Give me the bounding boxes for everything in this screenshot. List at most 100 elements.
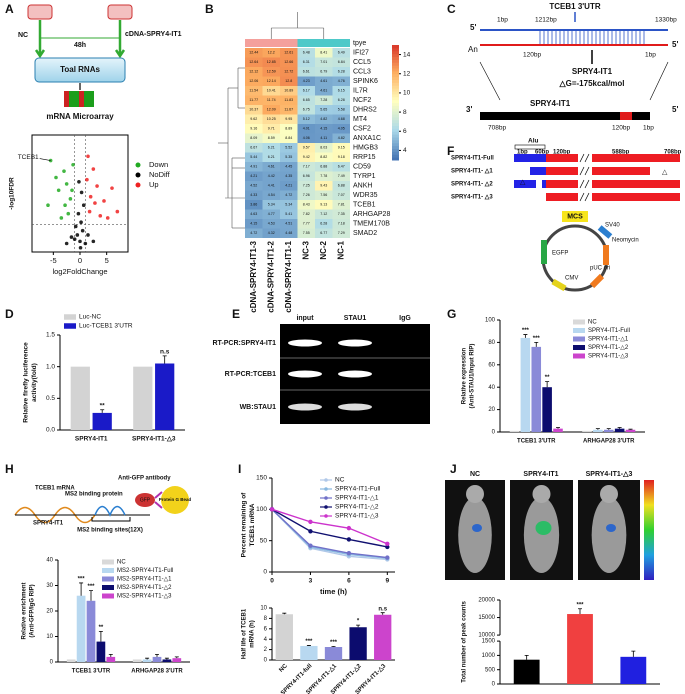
colorbar-label: 6 xyxy=(403,128,407,135)
bar xyxy=(162,659,172,662)
legend-label: SPRY4-IT1-Full xyxy=(335,486,381,493)
row-label: TCEB1 xyxy=(353,202,376,209)
cell-label: 4.52 xyxy=(250,184,257,188)
colorbar xyxy=(392,53,399,57)
microarray xyxy=(79,95,84,99)
bar xyxy=(513,659,540,684)
legend-label: NC xyxy=(335,477,345,484)
mouse xyxy=(532,485,551,503)
heatmap-cell xyxy=(297,228,315,238)
point xyxy=(79,190,84,195)
label: MS2 binding sites(12X) xyxy=(77,528,143,534)
break xyxy=(579,192,590,202)
cell-label: 6.88 xyxy=(320,165,327,169)
cell-label: 9.42 xyxy=(303,155,310,159)
y-tick-label: 50 xyxy=(260,537,268,544)
heatmap-cell xyxy=(315,48,333,58)
row-label: TMEM170B xyxy=(353,221,390,228)
colorbar xyxy=(392,47,399,52)
heatmap-cell xyxy=(297,209,315,219)
label: input xyxy=(296,315,314,322)
label: 588bp xyxy=(612,150,630,156)
bar xyxy=(86,600,96,662)
heatmap-cell xyxy=(245,228,263,238)
colorbar xyxy=(392,154,399,158)
point xyxy=(346,537,352,542)
heatmap-cell xyxy=(315,228,333,238)
microarray xyxy=(89,91,94,95)
heatmap-cell xyxy=(297,114,315,124)
label: MS2 binding protein xyxy=(65,492,123,498)
legend-label: SPRY4-IT1-△3 xyxy=(335,513,379,520)
cell-label: 7.55 xyxy=(303,231,310,235)
microarray xyxy=(79,103,84,107)
heatmap-cell xyxy=(245,86,263,96)
cell-label: 12.44 xyxy=(249,51,258,55)
bar xyxy=(92,412,112,430)
legend-label: Up xyxy=(149,180,159,189)
heatmap-cell xyxy=(315,171,333,181)
heatmap-cell xyxy=(262,152,280,162)
cell-label: 4.06 xyxy=(303,136,310,140)
heatmap-cell xyxy=(332,228,350,238)
point xyxy=(86,233,90,237)
group-label: tpye xyxy=(353,40,366,47)
y-tick-label: 0 xyxy=(492,682,496,688)
legend-swatch xyxy=(324,487,328,491)
heatmap-cell xyxy=(262,57,280,67)
decor-line xyxy=(39,158,51,161)
point xyxy=(78,245,83,250)
error-bar xyxy=(556,427,560,429)
label: mRNA Microarray xyxy=(46,112,114,121)
label: SPRY4-IT1- △3 xyxy=(451,194,493,201)
heatmap-cell xyxy=(315,67,333,77)
legend-swatch xyxy=(573,328,585,333)
label: Neomycin xyxy=(612,238,639,244)
cell-label: 7.25 xyxy=(303,184,310,188)
heatmap-cell xyxy=(262,171,280,181)
heatmap-cell xyxy=(280,162,298,172)
microarray xyxy=(69,103,74,107)
significance-label: ** xyxy=(99,625,104,631)
legend-label: NC xyxy=(117,560,126,566)
bar xyxy=(620,656,647,684)
y-tick-label: 40 xyxy=(488,385,495,391)
label: 1330bp xyxy=(655,17,677,24)
decor-shape xyxy=(592,193,680,201)
heatmap-cell xyxy=(262,76,280,86)
colorbar xyxy=(392,76,399,80)
error-bar xyxy=(89,590,93,601)
error-bar xyxy=(306,645,311,646)
label: GFP xyxy=(140,497,151,503)
x-tick-label: 0 xyxy=(270,578,274,585)
label: 708bp xyxy=(488,125,506,132)
decor-shape xyxy=(551,278,567,292)
row-label: CCL5 xyxy=(353,59,371,66)
group-bar xyxy=(315,39,333,47)
heatmap-cell xyxy=(280,124,298,134)
panel-label: D xyxy=(5,307,14,321)
error-bar xyxy=(617,427,622,429)
microarray xyxy=(74,95,79,99)
bar xyxy=(70,366,90,430)
point xyxy=(64,241,69,246)
cell-label: 6.31 xyxy=(303,60,310,64)
row-label: ANXA1C xyxy=(353,135,381,142)
point xyxy=(91,239,96,244)
heatmap-cell xyxy=(245,152,263,162)
cell-label: 11.54 xyxy=(249,89,258,93)
heatmap-cell xyxy=(280,219,298,229)
y-tick-label: 2 xyxy=(264,647,268,653)
heatmap-cell xyxy=(245,76,263,86)
legend-swatch xyxy=(324,478,328,482)
legend-swatch xyxy=(102,568,114,573)
cell-label: 7.29 xyxy=(338,231,345,235)
colorbar xyxy=(392,79,399,83)
y-axis-label: Relative expression xyxy=(462,347,468,404)
point xyxy=(79,220,83,225)
cell-label: 9.18 xyxy=(338,155,345,159)
y-tick-label: 100 xyxy=(485,318,496,324)
label: IgG xyxy=(399,315,411,322)
label: Anti-GFP antibody xyxy=(118,476,171,482)
label: 3' xyxy=(466,105,472,114)
